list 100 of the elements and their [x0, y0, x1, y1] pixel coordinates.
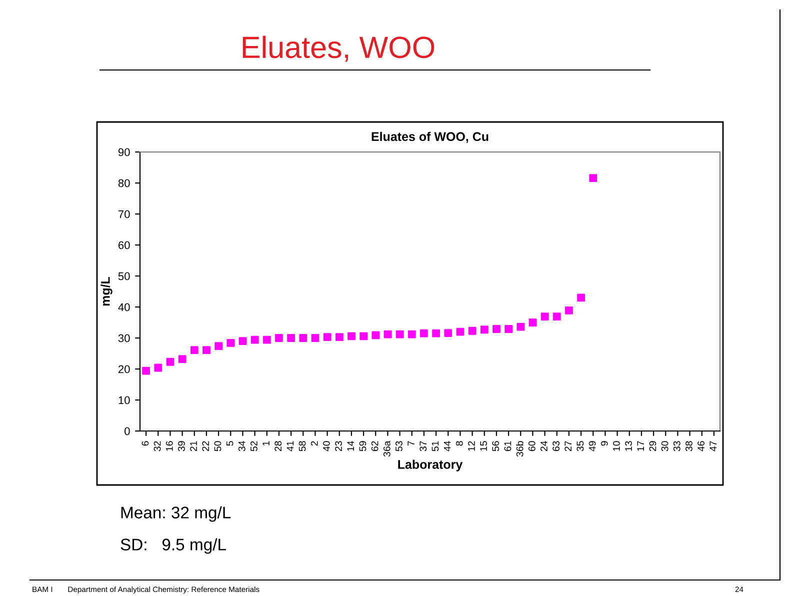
x-tick-label: 13 — [625, 441, 632, 451]
x-tick-label: 33 — [673, 441, 680, 452]
x-tick-label: 22 — [202, 441, 209, 452]
x-tick-label: 37 — [420, 441, 427, 452]
x-tick-label: 47 — [710, 441, 716, 452]
x-tick-label: 16 — [166, 441, 173, 451]
x-tick-label: 32 — [154, 441, 161, 452]
x-tick-label: 5 — [226, 441, 234, 446]
y-axis-title: mg/L — [100, 276, 112, 306]
x-tick-label: 60 — [528, 441, 536, 452]
point — [348, 332, 356, 340]
x-tick-label: 63 — [552, 441, 560, 452]
x-tick-label: 39 — [178, 441, 185, 452]
point — [408, 330, 416, 338]
point — [577, 294, 585, 302]
point — [238, 337, 247, 346]
text: SD: 9.5 mg/L — [120, 538, 226, 554]
x-tick-label: 46 — [698, 441, 704, 452]
point — [396, 330, 404, 338]
x-tick-label: 8 — [456, 441, 463, 446]
point — [432, 329, 440, 338]
y-tick-label: 20 — [118, 365, 130, 374]
x-tick-label: 59 — [359, 441, 366, 452]
x-tick-label: 30 — [661, 441, 668, 452]
point — [299, 334, 308, 342]
point — [275, 334, 283, 342]
point — [468, 326, 476, 335]
x-tick-label: 2 — [310, 441, 318, 446]
x-tick-label: 36a — [383, 440, 390, 457]
point — [528, 318, 537, 326]
point — [552, 312, 561, 321]
point — [335, 333, 344, 342]
point — [262, 336, 271, 344]
point — [360, 332, 368, 340]
x-tick-label: 12 — [468, 441, 475, 451]
x-tick-label: 9 — [600, 441, 608, 446]
x-tick-label: 1 — [262, 441, 270, 446]
x-tick-label: 38 — [686, 441, 692, 452]
x-tick-label: 24 — [540, 441, 548, 452]
x-tick-label: 28 — [274, 441, 282, 452]
point — [504, 325, 512, 333]
y-tick-label: 70 — [118, 210, 130, 218]
text: Eluates, WOO — [242, 36, 434, 62]
x-tick-label: 7 — [408, 441, 414, 446]
y-tick-label: 0 — [124, 427, 130, 436]
x-tick-label: 49 — [588, 441, 596, 452]
y-tick-label: 30 — [118, 334, 130, 342]
x-tick-label: 51 — [432, 441, 439, 452]
point — [178, 355, 186, 364]
x-tick-label: 10 — [613, 441, 620, 451]
y-tick-label: 50 — [118, 272, 130, 280]
x-tick-label: 17 — [637, 441, 644, 451]
x-tick-label: 62 — [371, 441, 378, 452]
point — [540, 312, 549, 321]
text: Mean: 32 mg/L — [121, 506, 231, 522]
y-tick-label: 40 — [118, 303, 130, 312]
point — [589, 174, 598, 182]
point — [287, 334, 295, 342]
x-tick-label: 29 — [649, 441, 656, 452]
point — [516, 322, 525, 331]
x-tick-label: 34 — [238, 441, 246, 452]
x-tick-label: 23 — [335, 441, 342, 452]
y-tick-label: 60 — [118, 241, 130, 250]
x-tick-label: 6 — [142, 441, 149, 446]
point — [166, 358, 174, 366]
point — [154, 364, 162, 372]
x-tick-label: 52 — [250, 441, 258, 452]
point — [480, 326, 488, 334]
x-tick-label: 44 — [444, 441, 451, 452]
x-tick-label: 21 — [190, 441, 197, 452]
point — [142, 366, 150, 375]
point — [456, 328, 464, 336]
y-tick-label: 90 — [118, 148, 130, 156]
point — [226, 339, 235, 347]
point — [492, 325, 500, 333]
point — [444, 329, 452, 337]
x-tick-label: 14 — [347, 441, 354, 451]
x-tick-label: 36b — [516, 441, 524, 457]
x-tick-label: 50 — [214, 441, 222, 452]
x-tick-label: 35 — [576, 441, 584, 452]
point — [372, 331, 380, 340]
y-tick-label: 80 — [118, 179, 130, 188]
point — [420, 329, 428, 338]
x-tick-label: 61 — [504, 441, 512, 452]
point — [323, 333, 332, 342]
x-tick-label: 53 — [396, 441, 402, 452]
x-axis-title: Laboratory — [398, 460, 463, 472]
point — [190, 346, 198, 354]
point — [384, 330, 392, 338]
point — [214, 342, 222, 350]
x-tick-label: 15 — [480, 441, 487, 451]
x-tick-label: 56 — [492, 441, 500, 452]
x-tick-label: 40 — [323, 441, 330, 452]
chart-title: Eluates of WOO, Cu — [372, 132, 488, 143]
x-tick-label: 41 — [286, 441, 294, 452]
point — [311, 334, 320, 342]
x-tick-label: 27 — [564, 441, 572, 452]
x-tick-label: 58 — [298, 441, 306, 452]
point — [565, 306, 573, 314]
y-tick-label: 10 — [118, 396, 130, 404]
